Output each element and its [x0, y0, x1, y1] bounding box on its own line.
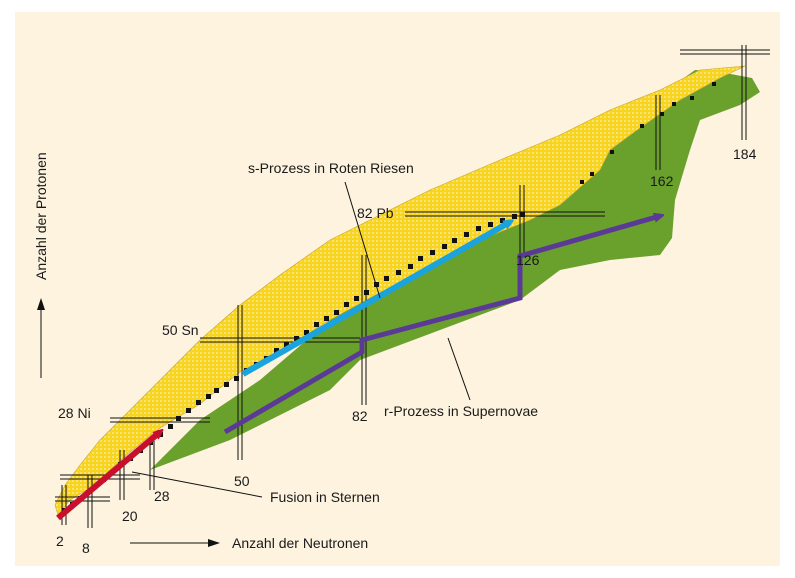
neutron-label-50: 50	[234, 473, 250, 489]
neutron-label-28: 28	[154, 488, 170, 504]
element-label-sn: 50 Sn	[162, 322, 199, 338]
predicted-nuclei-region	[150, 70, 760, 470]
r-process-leader	[447, 337, 471, 401]
neutron-label-2: 2	[56, 533, 64, 549]
fusion-leader	[131, 471, 263, 498]
x-axis-label: Anzahl der Neutronen	[232, 535, 368, 551]
s-process-leader	[344, 181, 381, 299]
s-process-arrow	[241, 222, 510, 377]
fusion-arrow	[56, 432, 160, 521]
neutron-label-8: 8	[82, 540, 90, 556]
r-process-label: r-Prozess in Supernovae	[384, 403, 538, 419]
element-label-pb: 82 Pb	[357, 205, 394, 221]
neutron-label-162: 162	[650, 173, 674, 189]
s-process-label: s-Prozess in Roten Riesen	[248, 160, 414, 176]
r-process-arrow	[223, 216, 660, 435]
y-axis-label: Anzahl der Protonen	[33, 152, 49, 280]
neutron-label-184: 184	[733, 146, 757, 162]
element-label-ni: 28 Ni	[58, 405, 91, 421]
neutron-label-82: 82	[352, 408, 368, 424]
neutron-label-20: 20	[122, 508, 138, 524]
fusion-label: Fusion in Sternen	[270, 489, 380, 505]
neutron-label-126: 126	[516, 252, 540, 268]
